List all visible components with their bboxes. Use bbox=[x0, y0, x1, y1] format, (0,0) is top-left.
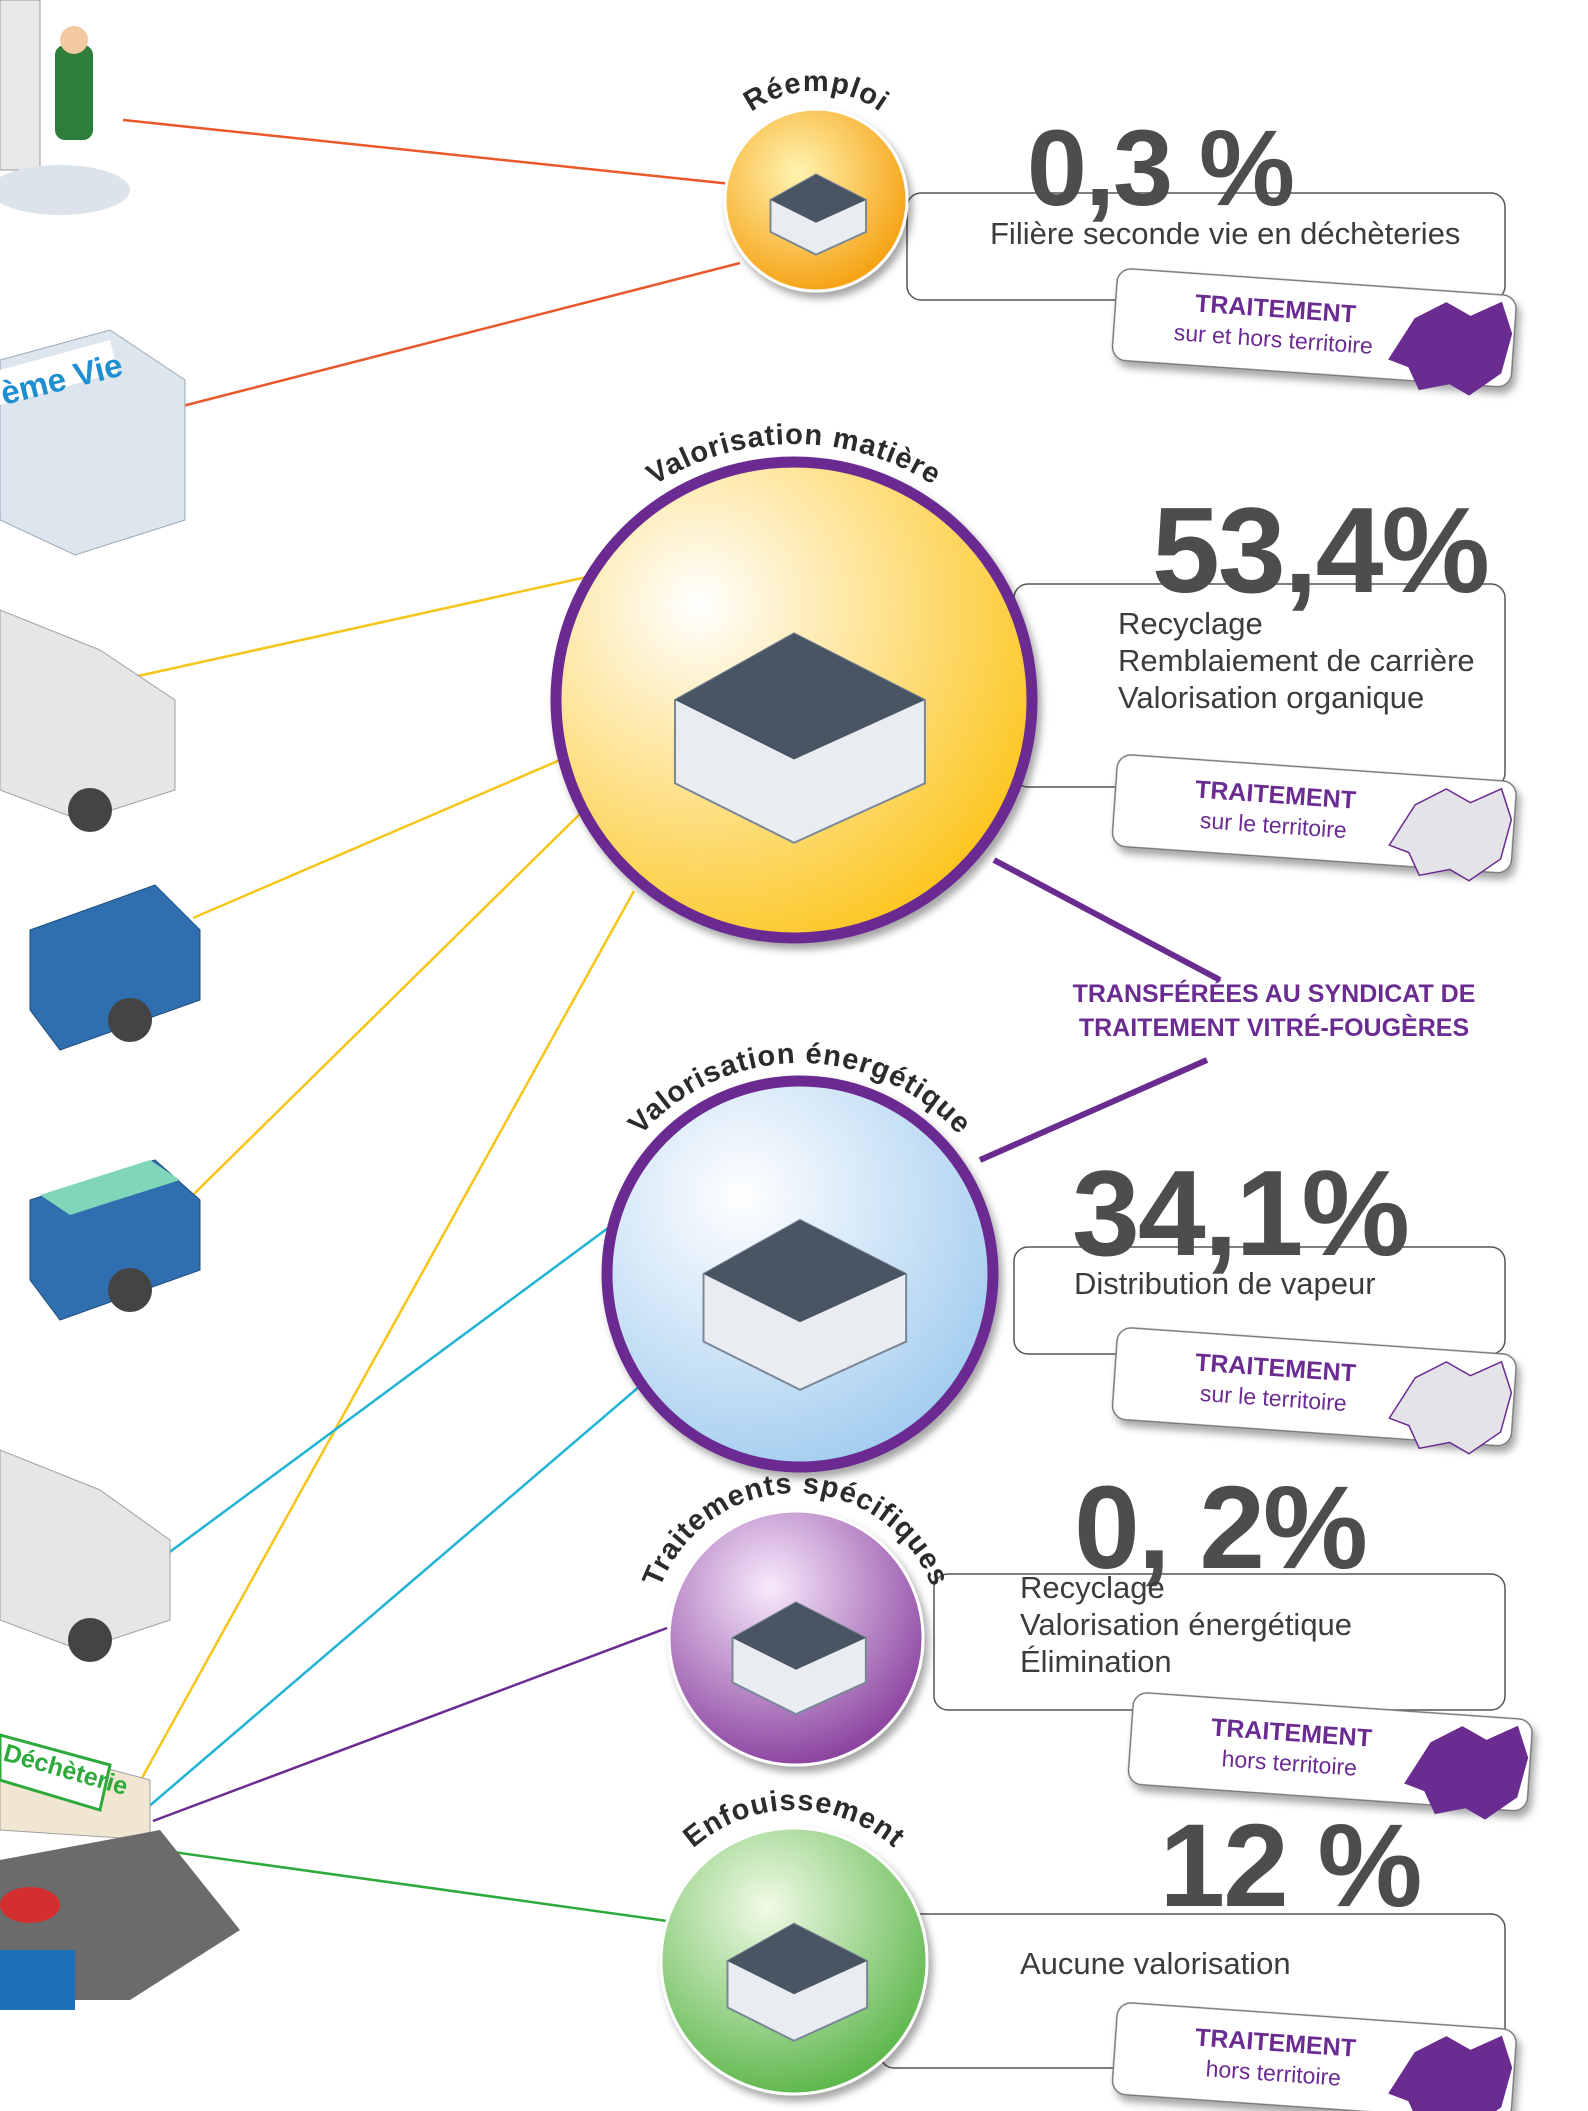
description: Élimination bbox=[1020, 1644, 1172, 1679]
connector bbox=[167, 263, 740, 410]
person bbox=[55, 45, 93, 140]
description: Aucune valorisation bbox=[1020, 1946, 1291, 1981]
wheel bbox=[68, 788, 112, 832]
percentage: 53,4% bbox=[1152, 482, 1488, 618]
description: Filière seconde vie en déchèteries bbox=[990, 216, 1460, 251]
description: Recyclage bbox=[1020, 1570, 1165, 1605]
wheel bbox=[68, 1618, 112, 1662]
transfer-note: TRANSFÉRÉES AU SYNDICAT DE bbox=[1073, 979, 1476, 1008]
transfer-note: TRAITEMENT VITRÉ-FOUGÈRES bbox=[1079, 1013, 1469, 1042]
wheel bbox=[108, 998, 152, 1042]
percentage: 12 % bbox=[1160, 1800, 1421, 1932]
recycle-machine bbox=[0, 0, 40, 170]
section: 0,3 %Filière seconde vie en déchèteriesR… bbox=[707, 66, 1517, 398]
connector bbox=[153, 1628, 667, 1821]
description: Remblaiement de carrière bbox=[1118, 643, 1475, 678]
connector bbox=[147, 1374, 654, 1808]
description: Distribution de vapeur bbox=[1074, 1266, 1376, 1301]
percentage: 0,3 % bbox=[1027, 107, 1293, 228]
page: {"sections": [ {"label": "Réemploi", "pe… bbox=[0, 0, 1588, 2111]
connector bbox=[133, 891, 634, 1794]
description: Recyclage bbox=[1118, 606, 1263, 641]
left-illustrations: ème Vie Déchèterie bbox=[0, 0, 240, 2010]
floor bbox=[0, 165, 130, 215]
container bbox=[0, 1950, 75, 2010]
car bbox=[0, 1887, 60, 1923]
section: 12 %Aucune valorisationEnfouissementTRAI… bbox=[643, 1785, 1517, 2111]
connector bbox=[193, 754, 574, 918]
connector bbox=[167, 1214, 627, 1554]
connector bbox=[173, 1852, 667, 1921]
connector bbox=[123, 120, 760, 187]
connector bbox=[140, 807, 587, 1247]
wheel bbox=[108, 1268, 152, 1312]
person-head bbox=[60, 26, 88, 54]
infographic: ème Vie Déchèterie TRANSFÉRÉES AU SYNDIC… bbox=[0, 0, 1588, 2111]
section: 34,1%Distribution de vapeurValorisation … bbox=[589, 1038, 1517, 1467]
description: Valorisation organique bbox=[1118, 680, 1424, 715]
description: Valorisation énergétique bbox=[1020, 1607, 1352, 1642]
connector bbox=[120, 571, 614, 680]
percentage: 34,1% bbox=[1072, 1145, 1408, 1281]
transfer-connector bbox=[994, 860, 1220, 980]
